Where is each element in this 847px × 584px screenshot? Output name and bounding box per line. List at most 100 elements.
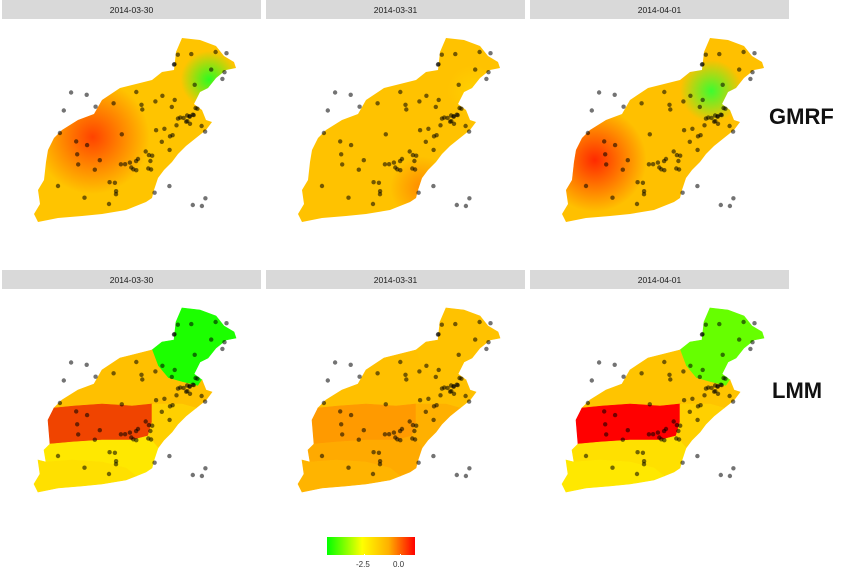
station-point [162,396,167,401]
station-point [111,371,116,376]
station-point [414,423,419,428]
station-point [585,400,591,406]
station-point [376,180,382,185]
station-point [181,385,186,391]
station-point [224,51,229,56]
station-point [321,130,327,136]
station-point [596,360,602,365]
station-point [424,93,429,99]
station-point [467,466,472,471]
station-point [68,90,74,95]
station-point [398,359,403,365]
station-point [146,422,152,428]
station-point [159,409,164,414]
station-point [634,201,640,207]
row-label-gmrf: GMRF [769,104,834,129]
station-point [431,417,436,423]
station-point [477,319,482,325]
station-point [715,114,720,119]
station-point [695,404,701,409]
station-point [695,147,700,153]
station-point [174,393,179,398]
station-point [187,114,192,119]
station-point [702,393,707,398]
station-point [74,409,79,414]
station-point [169,374,174,380]
station-point [338,409,343,414]
station-point [454,472,459,478]
station-point [393,165,398,170]
station-point [727,473,733,479]
station-point [153,398,159,403]
station-point [674,152,680,158]
station-point [160,93,165,99]
station-point [410,166,415,171]
station-point [84,92,89,98]
surface-hotspot [35,80,150,194]
station-point [172,367,177,373]
station-point [456,352,461,357]
station-point [404,107,409,112]
legend-tick-label: -2.5 [356,560,370,569]
station-point [668,377,673,382]
station-point [195,376,200,381]
region-pa [575,403,681,445]
station-point [92,167,98,172]
station-point [699,332,705,337]
station-point [203,466,208,471]
station-point [640,180,646,185]
station-point [377,462,383,467]
region-pa [311,403,417,445]
station-point [661,158,667,164]
station-point [190,202,195,208]
station-point [209,337,214,342]
station-point [167,147,172,153]
station-point [647,402,652,407]
station-point [340,162,345,167]
station-point [348,142,354,148]
station-point [160,363,165,368]
station-point [635,180,640,185]
station-point [678,153,683,158]
station-point [676,158,681,164]
station-point [122,162,128,167]
facet-strip-lmm-1: 2014-03-30 [2,270,261,289]
region-va [297,459,401,493]
station-point [650,432,656,437]
station-point [133,428,139,434]
surface-hotspot [562,108,647,212]
color-legend: -2.5 0.0 [327,537,415,569]
station-point [213,319,218,325]
station-point [189,51,194,57]
station-point [416,460,421,465]
station-point [720,82,725,87]
station-point [435,62,441,67]
station-point [431,134,437,139]
station-point [451,384,456,389]
station-point [603,152,608,157]
station-point [146,436,151,441]
station-point [107,450,112,455]
station-point [403,102,408,108]
station-point [752,51,757,56]
station-point [220,76,225,82]
station-point [737,337,742,342]
station-point [697,374,702,380]
station-point [647,132,652,137]
surface-hotspot [180,51,236,108]
facet-strip-gmrf-1: 2014-03-30 [2,0,261,19]
region-va [33,459,137,493]
station-point [167,404,173,409]
station-point [678,423,683,428]
station-point [356,437,361,442]
station-point [57,400,63,406]
station-point [118,432,124,437]
station-point [325,108,330,113]
station-point [668,107,673,112]
station-point [703,322,708,327]
station-point [340,432,345,437]
map-svg [298,38,500,222]
station-point [153,128,159,133]
station-point [153,99,158,104]
station-point [150,153,155,158]
